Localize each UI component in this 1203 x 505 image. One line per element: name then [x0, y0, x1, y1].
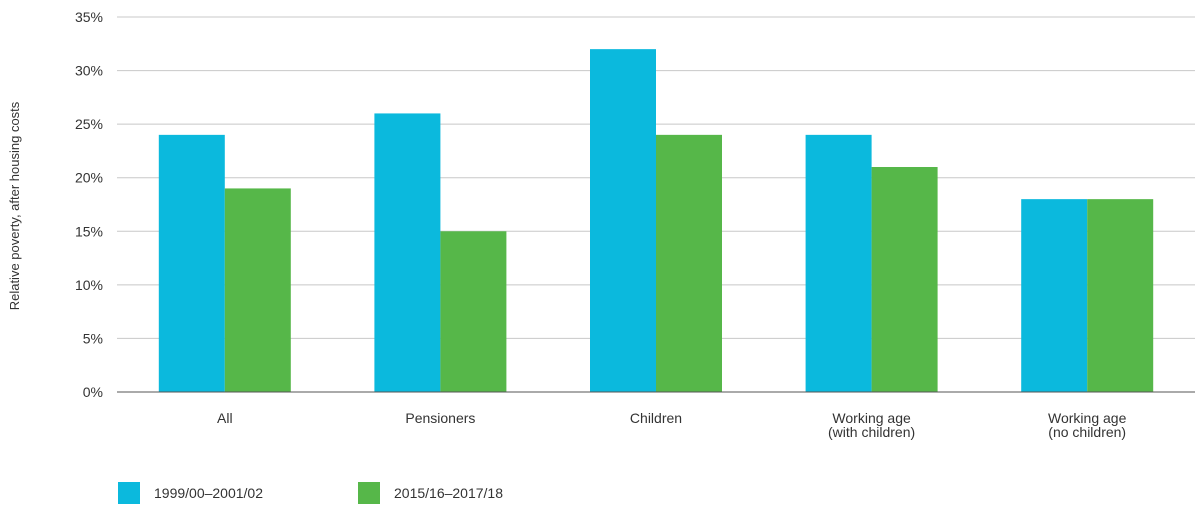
x-category-label-line: Children [630, 410, 682, 426]
x-category-label: Working age (with children) [828, 410, 915, 440]
x-category-label-line: Working age [1048, 410, 1127, 426]
y-tick-label: 20% [75, 170, 103, 186]
legend-swatch [118, 482, 140, 504]
bar [374, 113, 441, 392]
bars [158, 49, 1154, 393]
x-category-label: Pensioners [405, 410, 475, 426]
y-tick-label: 35% [75, 9, 103, 25]
x-category-label-line: (with children) [828, 424, 915, 440]
bar [1087, 199, 1154, 392]
y-axis-label: Relative poverty, after housing costs [7, 101, 22, 310]
y-tick-label: 25% [75, 116, 103, 132]
bar [1021, 199, 1088, 392]
y-tick-label: 30% [75, 63, 103, 79]
y-tick-label: 0% [83, 384, 103, 400]
x-category-label: All [217, 410, 233, 426]
legend-label: 2015/16–2017/18 [394, 485, 503, 501]
x-category-label-line: Pensioners [405, 410, 475, 426]
bar [656, 134, 722, 392]
x-category-label: Working age (no children) [1048, 410, 1127, 440]
x-category-label-line: (no children) [1048, 424, 1126, 440]
x-category-label-line: Working age [832, 410, 911, 426]
bar [224, 188, 291, 392]
bar [440, 231, 507, 392]
y-tick-label: 10% [75, 277, 103, 293]
bar [590, 49, 656, 393]
legend: 1999/00–2001/02 2015/16–2017/18 [118, 482, 503, 504]
legend-swatch [358, 482, 380, 504]
x-category-label-line: All [217, 410, 233, 426]
bar [805, 134, 872, 392]
legend-label: 1999/00–2001/02 [154, 485, 263, 501]
axes: 0% 5% 10% 15% 20% 25% 30% 35% All Pensioners Child… [7, 9, 1195, 440]
y-tick-label: 5% [83, 330, 103, 346]
bar [158, 134, 225, 392]
y-tick-label: 15% [75, 223, 103, 239]
x-category-label: Children [630, 410, 682, 426]
bar [871, 167, 938, 392]
